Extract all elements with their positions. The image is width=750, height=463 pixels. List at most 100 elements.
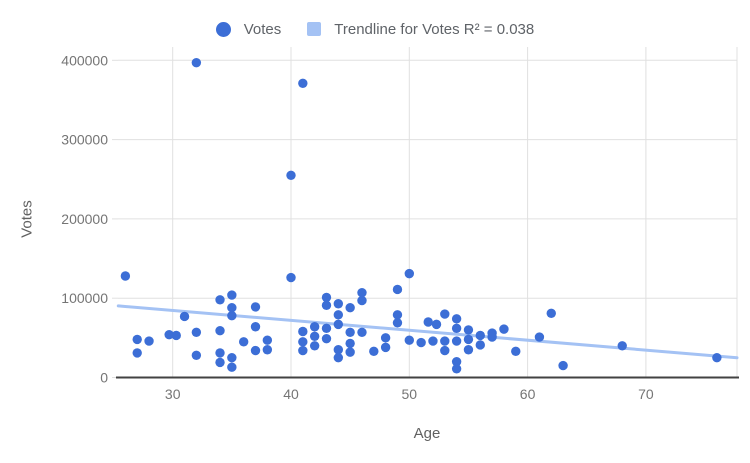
scatter-point[interactable] — [333, 319, 344, 330]
scatter-point[interactable] — [321, 300, 332, 311]
scatter-point[interactable] — [463, 334, 474, 345]
scatter-point[interactable] — [250, 302, 261, 312]
scatter-point[interactable] — [298, 326, 308, 337]
scatter-point[interactable] — [357, 287, 367, 298]
scatter-point[interactable] — [451, 336, 462, 346]
scatter-point[interactable] — [191, 327, 202, 337]
scatter-point[interactable] — [345, 338, 355, 349]
scatter-point[interactable] — [132, 334, 142, 345]
scatter-point[interactable] — [262, 345, 273, 355]
scatter-point[interactable] — [286, 170, 296, 180]
y-tick-label: 100000 — [61, 290, 108, 306]
scatter-point[interactable] — [215, 348, 225, 358]
scatter-point[interactable] — [440, 345, 450, 356]
scatter-point[interactable] — [369, 346, 379, 357]
scatter-point[interactable] — [227, 303, 237, 313]
scatter-point[interactable] — [238, 337, 249, 347]
scatter-point[interactable] — [321, 292, 332, 303]
x-tick-label: 50 — [402, 386, 418, 402]
legend-item-votes[interactable]: Votes — [215, 21, 281, 38]
scatter-point[interactable] — [171, 330, 181, 341]
scatter-point[interactable] — [179, 311, 190, 322]
scatter-point[interactable] — [392, 284, 403, 295]
scatter-point[interactable] — [546, 308, 556, 318]
scatter-point[interactable] — [475, 330, 485, 341]
scatter-point[interactable] — [404, 268, 414, 279]
scatter-point[interactable] — [511, 346, 521, 357]
scatter-point[interactable] — [423, 317, 433, 327]
scatter-point[interactable] — [416, 337, 426, 348]
scatter-point[interactable] — [144, 336, 154, 346]
scatter-point[interactable] — [321, 323, 332, 334]
scatter-point[interactable] — [333, 345, 344, 355]
scatter-point[interactable] — [298, 345, 308, 356]
legend-item-trendline[interactable]: Trendline for Votes R² = 0.038 — [307, 21, 534, 38]
scatter-point[interactable] — [451, 323, 462, 334]
scatter-point[interactable] — [345, 327, 355, 337]
scatter-point[interactable] — [191, 350, 202, 360]
x-tick-label: 30 — [165, 386, 181, 402]
scatter-point[interactable] — [428, 336, 438, 346]
scatter-point[interactable] — [345, 303, 355, 313]
scatter-point[interactable] — [250, 322, 261, 332]
scatter-point[interactable] — [534, 332, 545, 342]
scatter-point[interactable] — [451, 364, 462, 374]
scatter-point[interactable] — [227, 310, 237, 321]
scatter-point[interactable] — [333, 310, 344, 320]
scatter-point[interactable] — [215, 326, 225, 336]
scatter-point[interactable] — [298, 78, 308, 88]
chart-legend: Votes Trendline for Votes R² = 0.038 — [0, 17, 750, 41]
x-axis-title: Age — [413, 425, 441, 442]
trendline[interactable] — [116, 304, 739, 360]
scatter-point[interactable] — [451, 314, 462, 324]
y-tick-label: 400000 — [61, 52, 108, 68]
scatter-point[interactable] — [215, 357, 225, 368]
scatter-point[interactable] — [250, 345, 261, 356]
scatter-point[interactable] — [440, 336, 450, 346]
scatter-point[interactable] — [309, 331, 320, 341]
scatter-point[interactable] — [132, 348, 142, 358]
scatter-point[interactable] — [345, 347, 355, 357]
scatter-point[interactable] — [333, 299, 344, 309]
scatter-point[interactable] — [262, 335, 273, 345]
votes-series-swatch-icon — [215, 21, 231, 37]
scatter-point[interactable] — [191, 57, 202, 68]
scatter-point[interactable] — [215, 295, 225, 305]
scatter-point[interactable] — [298, 337, 308, 347]
scatter-point[interactable] — [431, 319, 442, 330]
scatter-point[interactable] — [380, 342, 391, 353]
scatter-point[interactable] — [227, 362, 237, 372]
scatter-point[interactable] — [357, 295, 367, 306]
scatter-point[interactable] — [558, 360, 568, 371]
scatter-point[interactable] — [309, 322, 320, 332]
scatter-point[interactable] — [164, 329, 174, 340]
scatter-point[interactable] — [227, 290, 237, 300]
scatter-point[interactable] — [357, 327, 367, 337]
scatter-point[interactable] — [440, 309, 450, 319]
scatter-point[interactable] — [392, 310, 403, 320]
scatter-point[interactable] — [227, 352, 237, 363]
scatter-point[interactable] — [463, 345, 474, 355]
scatter-point[interactable] — [451, 356, 462, 367]
scatter-point[interactable] — [286, 272, 296, 283]
x-tick-label: 70 — [638, 386, 654, 402]
scatter-point[interactable] — [333, 352, 344, 363]
x-tick-label: 60 — [520, 386, 536, 402]
scatter-point[interactable] — [120, 271, 131, 281]
scatter-point[interactable] — [392, 318, 403, 328]
scatter-point[interactable] — [404, 335, 414, 345]
scatter-point[interactable] — [309, 341, 320, 351]
scatter-point[interactable] — [712, 352, 722, 363]
scatter-point[interactable] — [321, 333, 332, 344]
scatter-point[interactable] — [380, 333, 391, 343]
scatter-point[interactable] — [617, 341, 627, 351]
scatter-point[interactable] — [487, 332, 497, 342]
scatter-point[interactable] — [499, 324, 509, 334]
scatter-point[interactable] — [475, 340, 485, 350]
x-tick-label: 40 — [283, 386, 299, 402]
y-tick-label: 200000 — [61, 211, 108, 227]
y-tick-label: 0 — [100, 370, 108, 386]
scatter-point[interactable] — [463, 325, 474, 335]
